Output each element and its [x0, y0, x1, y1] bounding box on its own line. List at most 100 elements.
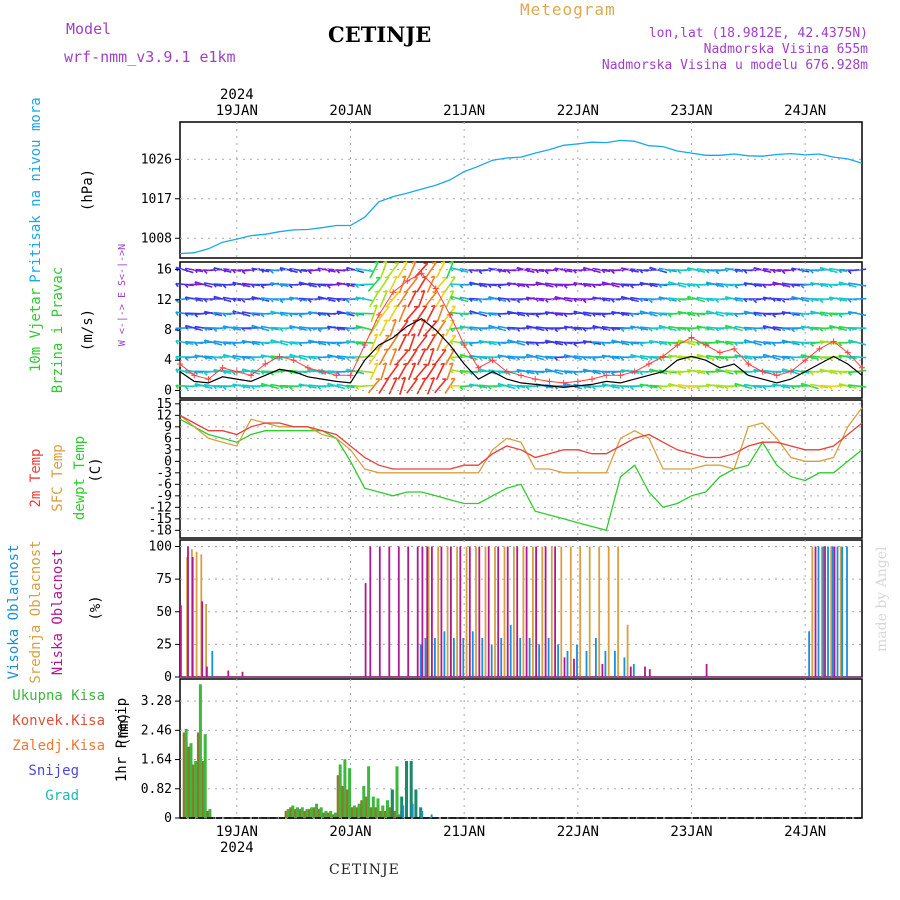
- pressure-axis-label: Pritisak na nivou mora: [28, 97, 44, 282]
- snow-bar: [414, 789, 418, 818]
- mid-cloud-bar: [560, 546, 563, 677]
- low-cloud-bar: [421, 546, 424, 677]
- cloud-series-label: Visoka Oblacnost: [6, 545, 22, 680]
- mid-cloud-bar: [626, 624, 629, 677]
- low-cloud-bar: [206, 666, 208, 677]
- y-tick-label: 50: [156, 605, 172, 620]
- wind-gust-point: [560, 379, 567, 386]
- precip-convective-bar: [360, 800, 363, 818]
- high-cloud-bar: [419, 644, 422, 677]
- precip-total-bar: [376, 798, 380, 818]
- low-cloud-bar: [388, 546, 391, 677]
- wind-compass-label: W <-|-> E S<-|->N: [117, 244, 128, 346]
- wind-gust-point: [816, 345, 823, 352]
- precip-total-bar: [343, 759, 347, 818]
- wind-gust-point: [830, 338, 837, 345]
- cloud-series-label: Srednja Oblacnost: [28, 540, 44, 683]
- precip-convective-bar: [379, 810, 382, 818]
- precip-axis-label: 1hr Precip: [114, 698, 130, 782]
- precip-convective-bar: [284, 810, 287, 818]
- low-cloud-bar: [814, 546, 817, 677]
- precip-convective-bar: [384, 810, 387, 818]
- precip-units-label: (mm): [116, 712, 132, 746]
- mid-cloud-bar: [200, 554, 203, 677]
- low-cloud-bar: [459, 546, 462, 677]
- mid-cloud-bar: [569, 546, 572, 677]
- snow-bar: [390, 789, 394, 818]
- high-cloud-bar: [443, 631, 446, 677]
- wind-gust-point: [304, 364, 311, 371]
- low-cloud-bar: [573, 658, 575, 677]
- precip-convective-bar: [294, 809, 297, 818]
- low-cloud-bar: [563, 657, 566, 677]
- precip-convective-bar: [317, 809, 320, 818]
- x-day-label-top: 19JAN: [216, 103, 258, 119]
- wind-gust-point: [688, 334, 695, 341]
- precip-convective-bar: [298, 809, 301, 818]
- graupel-bar: [430, 814, 433, 818]
- low-cloud-bar: [478, 546, 481, 677]
- y-tick-label: 8: [164, 323, 172, 338]
- high-cloud-bar: [424, 637, 427, 677]
- cloud-units-label: (%): [88, 595, 104, 620]
- low-cloud-bar: [824, 546, 826, 677]
- y-tick-label: -6: [156, 477, 172, 492]
- high-cloud-bar: [836, 546, 839, 677]
- x-day-label-bottom: 22JAN: [557, 824, 599, 840]
- y-tick-label: 0: [164, 811, 172, 826]
- temp-series-label: dewpt Temp: [72, 436, 88, 520]
- y-tick-label: -3: [156, 466, 172, 481]
- low-cloud-bar: [180, 605, 182, 677]
- precip-total-bar: [208, 809, 212, 818]
- low-cloud-bar: [544, 546, 547, 677]
- high-cloud-bar: [557, 644, 559, 677]
- x-day-label-top: 22JAN: [557, 103, 599, 119]
- temp-units-label: (C): [88, 457, 104, 482]
- model-label: Model: [66, 20, 112, 38]
- wind-gust-point: [418, 270, 425, 277]
- wind-gust-point: [674, 342, 681, 349]
- station-title: CETINJE: [328, 22, 432, 47]
- wind-gust-point: [333, 372, 340, 379]
- low-cloud-bar: [601, 664, 604, 677]
- mid-cloud-bar: [437, 546, 440, 677]
- x-day-label-bottom: 20JAN: [329, 824, 371, 840]
- high-cloud-bar: [481, 637, 484, 677]
- high-cloud-bar: [434, 637, 436, 677]
- wind-gust-point: [177, 361, 183, 367]
- mid-cloud-bar: [532, 546, 534, 677]
- y-tick-label: -15: [149, 512, 172, 527]
- y-tick-label: 100: [149, 540, 172, 555]
- mid-cloud-bar: [839, 546, 842, 677]
- wind-gust-point: [759, 368, 766, 375]
- low-cloud-bar: [191, 557, 194, 677]
- high-cloud-bar: [846, 546, 848, 677]
- precip-total-bar: [324, 810, 328, 818]
- low-cloud-bar: [705, 664, 708, 677]
- wind-gust-point: [347, 372, 354, 379]
- high-cloud-bar: [822, 546, 825, 677]
- precip-convective-bar: [355, 807, 358, 818]
- precip-convective-bar: [341, 785, 344, 818]
- precip-convective-bar: [308, 809, 311, 818]
- wind-gust-point: [574, 378, 581, 385]
- wind-gust-point: [503, 368, 510, 375]
- low-cloud-bar: [397, 546, 400, 677]
- wind-gust-point: [219, 364, 226, 371]
- wind-gust-point: [191, 372, 198, 379]
- low-cloud-bar: [426, 546, 429, 677]
- y-tick-label: -9: [156, 489, 172, 504]
- high-cloud-bar: [623, 657, 626, 677]
- y-tick-label: 4: [164, 353, 172, 368]
- precip-total-bar: [386, 800, 389, 818]
- dewpt-temp-line: [179, 418, 863, 532]
- mid-cloud-bar: [465, 546, 468, 677]
- low-cloud-bar: [629, 666, 632, 677]
- mid-cloud-bar: [607, 546, 610, 677]
- wind-gust-point: [276, 353, 283, 360]
- precip-total-bar: [300, 807, 304, 818]
- high-cloud-bar: [471, 631, 474, 677]
- low-cloud-bar: [364, 583, 367, 677]
- precip-convective-bar: [313, 807, 316, 818]
